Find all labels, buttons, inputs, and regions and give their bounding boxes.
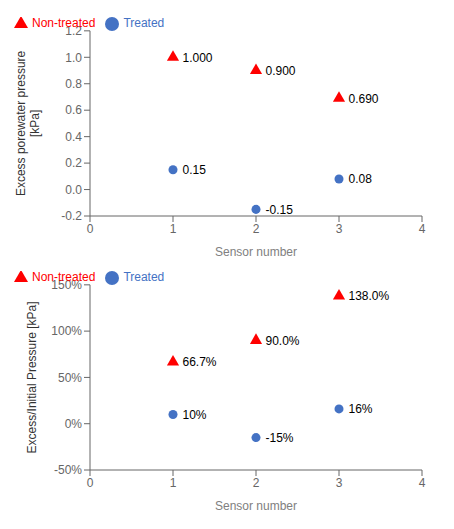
svg-text:-15%: -15% (266, 431, 294, 445)
svg-text:1: 1 (170, 476, 177, 490)
svg-text:1.2: 1.2 (65, 24, 82, 38)
svg-text:50%: 50% (58, 371, 82, 385)
svg-text:100%: 100% (51, 324, 82, 338)
svg-text:0.4: 0.4 (65, 130, 82, 144)
svg-text:0.6: 0.6 (65, 103, 82, 117)
svg-text:2: 2 (253, 222, 260, 236)
svg-text:0: 0 (87, 476, 94, 490)
svg-text:0.15: 0.15 (183, 163, 207, 177)
svg-text:4: 4 (419, 476, 426, 490)
svg-text:138.0%: 138.0% (349, 289, 390, 303)
svg-text:90.0%: 90.0% (266, 334, 300, 348)
svg-text:0: 0 (87, 222, 94, 236)
svg-text:Excess porewater pressure[kPa]: Excess porewater pressure[kPa] (14, 50, 42, 196)
svg-text:66.7%: 66.7% (183, 355, 217, 369)
svg-text:Sensor number: Sensor number (215, 499, 297, 513)
svg-text:1: 1 (170, 222, 177, 236)
svg-text:0.08: 0.08 (349, 172, 373, 186)
svg-text:0.690: 0.690 (349, 92, 379, 106)
svg-text:4: 4 (419, 222, 426, 236)
svg-text:Sensor number: Sensor number (215, 245, 297, 259)
svg-text:3: 3 (336, 476, 343, 490)
svg-text:0.2: 0.2 (65, 156, 82, 170)
svg-text:1.000: 1.000 (183, 51, 213, 65)
svg-text:10%: 10% (183, 408, 207, 422)
svg-text:Excess/Initial Pressure [kPa]: Excess/Initial Pressure [kPa] (25, 301, 39, 453)
svg-text:0.0: 0.0 (65, 183, 82, 197)
svg-text:16%: 16% (349, 402, 373, 416)
svg-text:-0.2: -0.2 (61, 209, 82, 223)
svg-text:0.8: 0.8 (65, 77, 82, 91)
svg-text:-0.15: -0.15 (266, 203, 294, 217)
svg-text:150%: 150% (51, 278, 82, 292)
svg-text:0%: 0% (65, 417, 83, 431)
svg-text:1.0: 1.0 (65, 51, 82, 65)
svg-text:-50%: -50% (54, 463, 82, 477)
svg-text:0.900: 0.900 (266, 64, 296, 78)
svg-text:3: 3 (336, 222, 343, 236)
svg-text:2: 2 (253, 476, 260, 490)
